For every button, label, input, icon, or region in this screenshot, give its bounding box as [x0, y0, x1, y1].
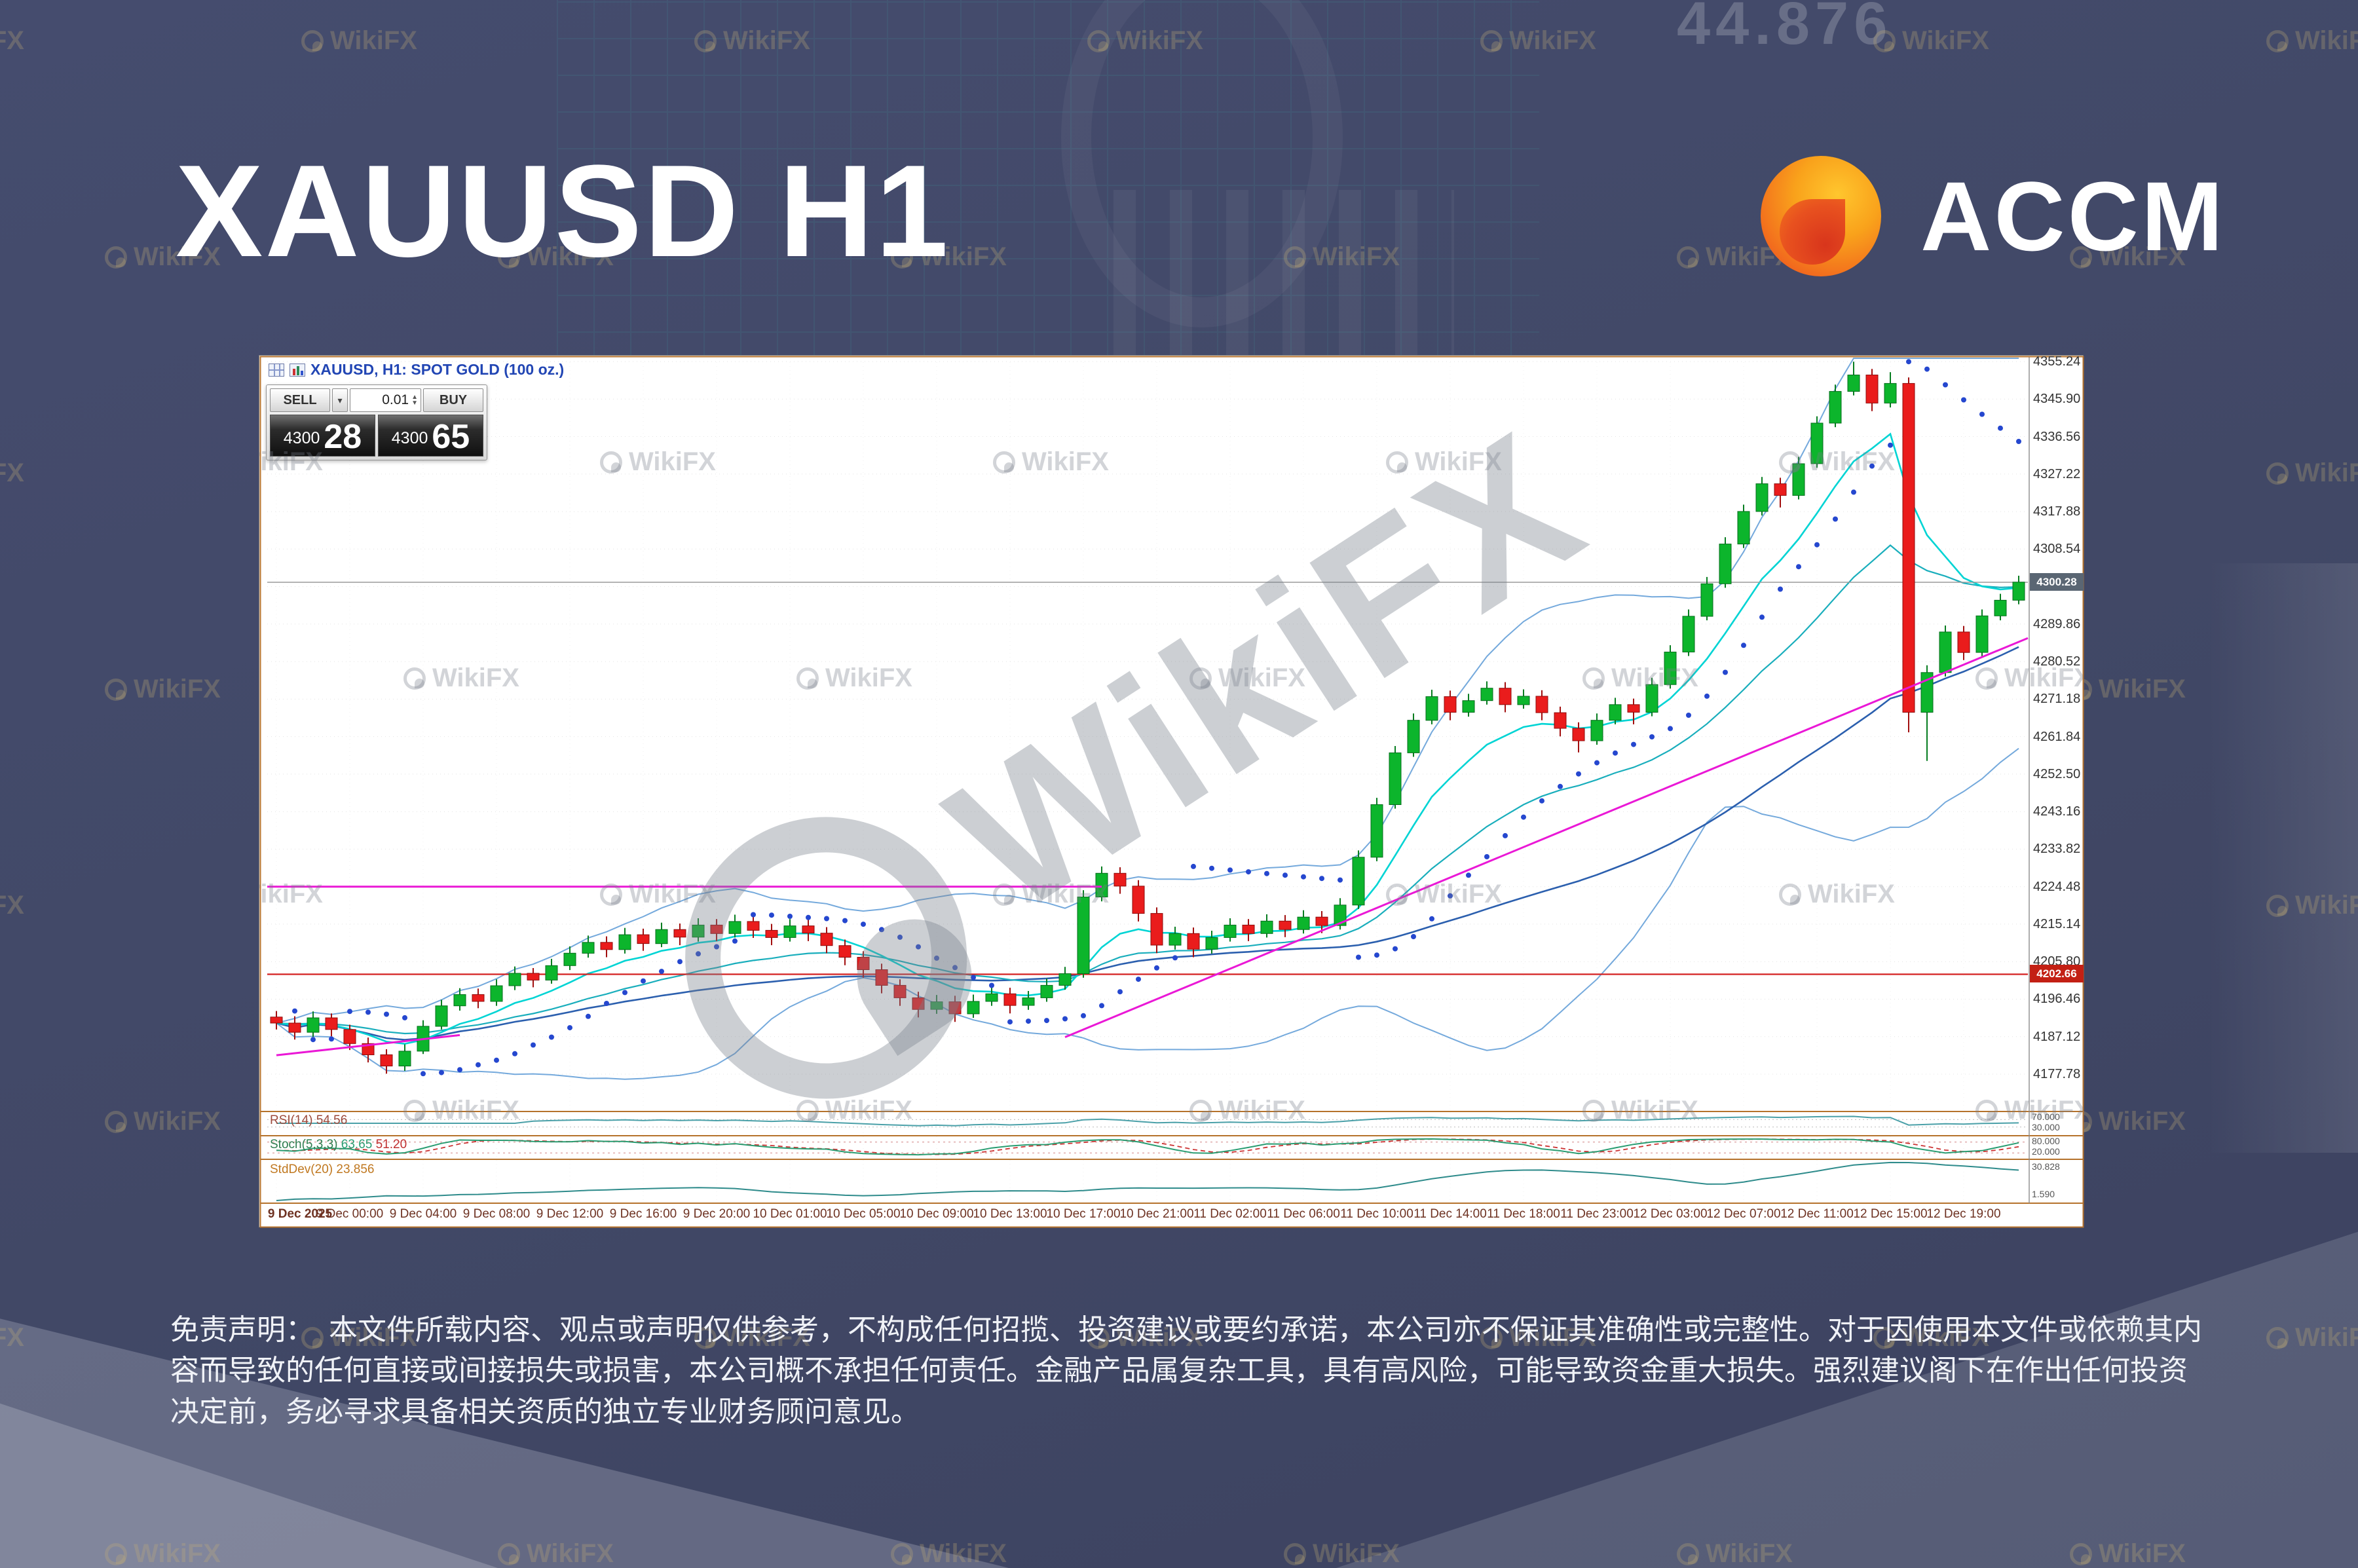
price-axis-label: 4233.82: [2033, 842, 2081, 857]
price-axis-label: 4289.86: [2033, 616, 2081, 631]
time-axis-label: 11 Dec 23:00: [1560, 1207, 1634, 1221]
accm-brand-name: ACCM: [1920, 160, 2226, 271]
price-axis-label: 4327.22: [2033, 466, 2081, 481]
price-axis-label: 4224.48: [2033, 879, 2081, 894]
wikifx-watermark: WikiFX: [105, 1107, 221, 1136]
price-axis-label: 4243.16: [2033, 804, 2081, 819]
page-title: XAUUSD H1: [176, 138, 950, 284]
disclaimer-text: 免责声明： 本文件所载内容、观点或声明仅供参考，不构成任何招揽、投资建议或要约承…: [170, 1314, 2202, 1428]
wikifx-watermark: WikiFX: [0, 458, 24, 487]
stddev-label: StdDev(20) 23.856: [270, 1163, 375, 1176]
volume-value: 0.01: [382, 392, 409, 407]
mt4-chart-window: XAUUSD, H1: SPOT GOLD (100 oz.) SELL ▾ 0…: [259, 354, 2084, 1228]
time-axis-label: 10 Dec 17:00: [1046, 1207, 1121, 1221]
wikifx-watermark: WikiFX: [0, 891, 24, 920]
stoch-axis-bottom: 20.000: [2032, 1146, 2060, 1157]
wikifx-watermark: WikiFX: [105, 675, 221, 704]
buy-price-box[interactable]: 4300 65: [378, 415, 483, 457]
order-dropdown-icon[interactable]: ▾: [332, 388, 348, 412]
time-axis-label: 9 Dec 20:00: [683, 1207, 751, 1221]
time-axis-label: 12 Dec 11:00: [1780, 1207, 1854, 1221]
volume-spinner[interactable]: ▲ ▼: [411, 394, 418, 407]
accm-logo-icon: [1761, 156, 1881, 276]
time-axis-label: 9 Dec 2025: [267, 1207, 333, 1221]
price-axis-label: 4308.54: [2033, 542, 2081, 557]
support-price-tag: 4202.66: [2030, 965, 2084, 983]
sell-price-small: 4300: [283, 429, 320, 447]
price-axis-label: 4177.78: [2033, 1067, 2081, 1081]
time-axis-label: 11 Dec 06:00: [1267, 1207, 1340, 1221]
time-axis-label: 9 Dec 04:00: [389, 1207, 457, 1221]
chart-header: XAUUSD, H1: SPOT GOLD (100 oz.): [269, 361, 564, 379]
price-axis[interactable]: 4355.24 4345.90 4336.56 4327.22 4317.88 4308.…: [259, 354, 2083, 1227]
stddev-axis-bottom: 1.590: [2032, 1189, 2055, 1199]
price-axis-label: 4271.18: [2033, 692, 2081, 707]
time-axis-label: 10 Dec 09:00: [899, 1207, 974, 1221]
rsi-axis-bottom: 30.000: [2032, 1122, 2060, 1132]
time-axis-label: 10 Dec 01:00: [753, 1207, 827, 1221]
wikifx-watermark: WikiFX: [2266, 26, 2358, 56]
sell-price-box[interactable]: 4300 28: [270, 415, 375, 457]
price-axis-label: 4215.14: [2033, 916, 2081, 931]
time-axis-label: 12 Dec 03:00: [1633, 1207, 1708, 1221]
price-axis-label: 4345.90: [2033, 392, 2081, 407]
sell-price-big: 28: [324, 418, 362, 456]
market-watch-icon[interactable]: [269, 363, 284, 377]
time-axis[interactable]: 9 Dec 2025 9 Dec 00:00 9 Dec 04:00 9 Dec 08…: [259, 1207, 2084, 1227]
time-axis-label: 11 Dec 02:00: [1193, 1207, 1267, 1221]
time-axis-label: 11 Dec 18:00: [1487, 1207, 1560, 1221]
wikifx-watermark: WikiFX: [2266, 458, 2358, 488]
time-axis-label: 9 Dec 16:00: [609, 1207, 677, 1221]
buy-price-big: 65: [432, 418, 470, 456]
time-axis-label: 9 Dec 08:00: [462, 1207, 531, 1221]
price-axis-label: 4196.46: [2033, 992, 2081, 1007]
time-axis-label: 12 Dec 07:00: [1706, 1207, 1781, 1221]
time-axis-label: 11 Dec 14:00: [1413, 1207, 1487, 1221]
price-axis-label: 4252.50: [2033, 766, 2081, 781]
wikifx-watermark: WikiFX: [2070, 675, 2186, 704]
price-axis-label: 4317.88: [2033, 504, 2081, 519]
price-axis-label: 4280.52: [2033, 654, 2081, 669]
price-axis-label: 4261.84: [2033, 729, 2081, 744]
time-axis-label: 9 Dec 00:00: [316, 1207, 384, 1221]
buy-button[interactable]: BUY: [423, 388, 483, 412]
time-axis-label: 9 Dec 12:00: [536, 1207, 604, 1221]
price-axis-label: 4355.24: [2033, 354, 2081, 369]
time-axis-label: 12 Dec 19:00: [1926, 1207, 2001, 1221]
background-number: 44.876: [1677, 0, 1893, 57]
stoch-axis-top: 80.000: [2032, 1136, 2060, 1146]
rsi-axis-top: 70.000: [2032, 1111, 2060, 1122]
background-grid-pattern: [557, 0, 1539, 406]
stochastic-label: Stoch(5,3,3) 63.65 51.20: [270, 1138, 407, 1151]
background-panel-right: [2207, 563, 2358, 1153]
one-click-trading-panel: SELL ▾ 0.01 ▲ ▼ BUY 4300 28 4300 65: [266, 384, 487, 460]
current-price-tag: 4300.28: [2030, 572, 2084, 591]
accm-brand: ACCM: [1761, 156, 2226, 276]
time-axis-label: 11 Dec 10:00: [1340, 1207, 1413, 1221]
time-axis-label: 12 Dec 15:00: [1853, 1207, 1928, 1221]
price-axis-label: 4187.12: [2033, 1029, 2081, 1044]
buy-price-small: 4300: [391, 429, 428, 447]
stddev-axis-top: 30.828: [2032, 1161, 2060, 1172]
wikifx-watermark: WikiFX: [2070, 1107, 2186, 1136]
wikifx-watermark: WikiFX: [0, 26, 24, 55]
symbol-title: XAUUSD, H1: SPOT GOLD (100 oz.): [310, 361, 565, 378]
sell-button[interactable]: SELL: [270, 388, 330, 412]
time-axis-label: 10 Dec 05:00: [826, 1207, 901, 1221]
wikifx-watermark: WikiFX: [301, 26, 417, 56]
candlestick-chart[interactable]: [259, 356, 2084, 1228]
chart-icon[interactable]: [290, 363, 305, 377]
price-axis-label: 4336.56: [2033, 429, 2081, 444]
time-axis-label: 10 Dec 21:00: [1119, 1207, 1194, 1221]
volume-input[interactable]: 0.01 ▲ ▼: [350, 388, 421, 412]
time-axis-label: 10 Dec 13:00: [973, 1207, 1047, 1221]
rsi-label: RSI(14) 54.56: [270, 1113, 348, 1127]
